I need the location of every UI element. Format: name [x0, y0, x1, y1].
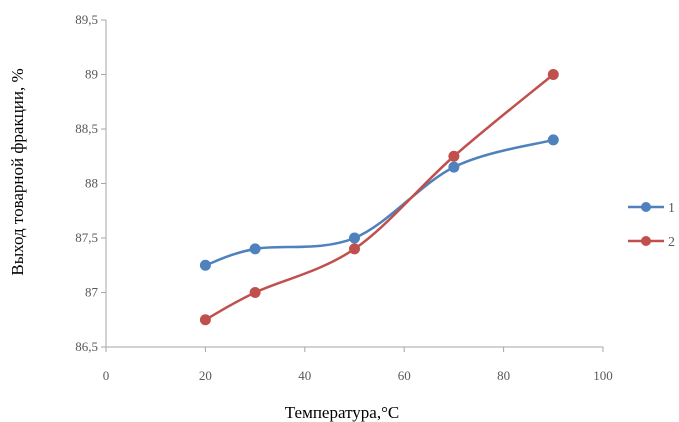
data-point [349, 243, 360, 255]
legend-marker [641, 202, 651, 212]
data-point [249, 243, 261, 255]
y-tick-label: 89,5 [75, 12, 98, 27]
x-tick-label: 20 [199, 368, 212, 383]
y-tick-label: 88,5 [75, 121, 98, 136]
y-tick-label: 87 [85, 285, 99, 300]
axes: 86,5 87 87,5 88 88,5 89 89,5 0 20 40 60 80 100 [75, 12, 613, 383]
data-point [547, 69, 559, 80]
legend-marker [641, 236, 651, 246]
data-point [547, 134, 559, 146]
legend: 12 [628, 201, 675, 250]
data-point [448, 161, 460, 173]
x-tick-label: 100 [593, 368, 613, 383]
legend-label: 2 [668, 235, 675, 250]
x-tick-label: 40 [298, 368, 311, 383]
series-line [204, 73, 555, 321]
y-tick-label: 88 [85, 176, 98, 191]
series-1 [199, 134, 559, 271]
series-2 [199, 69, 559, 326]
x-tick-label: 60 [398, 368, 411, 383]
data-point [448, 150, 460, 162]
legend-entry: 1 [628, 201, 675, 216]
legend-label: 1 [668, 201, 675, 216]
y-tick-label: 89 [85, 67, 98, 82]
x-tick-label: 80 [497, 368, 510, 383]
data-point [199, 259, 211, 271]
legend-entry: 2 [628, 235, 675, 250]
series-line [204, 138, 554, 267]
data-point [349, 232, 360, 244]
series-layer [199, 69, 559, 326]
y-tick-label: 86,5 [75, 339, 98, 354]
y-axis-title: Выход товарной фракции, % [8, 68, 27, 275]
x-axis-title: Температура,°С [285, 403, 399, 422]
data-point [249, 287, 261, 298]
data-point [199, 314, 211, 326]
y-tick-label: 87,5 [75, 230, 98, 245]
x-tick-label: 0 [103, 368, 110, 383]
